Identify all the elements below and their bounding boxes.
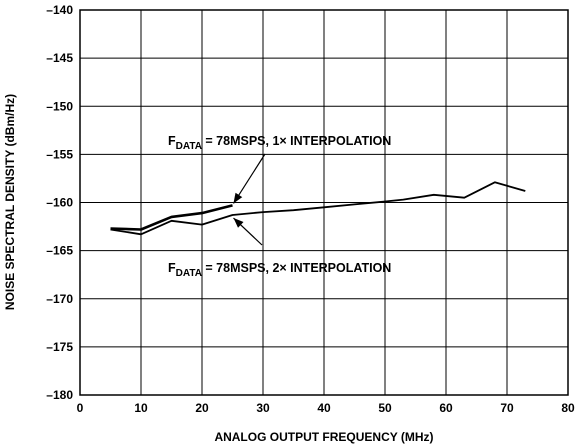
x-tick-label: 70 [500,401,514,415]
y-tick-label: –170 [46,292,73,306]
x-tick-label: 50 [378,401,392,415]
grid [80,10,568,395]
annotation-2x-main: F [168,261,176,275]
annotation-1x-sub: DATA [176,141,202,152]
y-tick-label: –155 [46,147,73,161]
y-tick-label: –150 [46,99,73,113]
y-tick-label: –180 [46,388,73,402]
annotation-1x-rest: = 78MSPS, 1× INTERPOLATION [202,134,391,148]
y-tick-labels: –140 –145 –150 –155 –160 –165 –170 –175 –180 [46,3,73,402]
y-tick-label: –175 [46,340,73,354]
x-tick-label: 60 [439,401,453,415]
annotation-1x: FDATA = 78MSPS, 1× INTERPOLATION [168,134,391,152]
y-tick-label: –140 [46,3,73,17]
annotation-2x: FDATA = 78MSPS, 2× INTERPOLATION [168,261,391,279]
annotation-1x-main: F [168,134,176,148]
x-tick-label: 30 [256,401,270,415]
x-axis-label: ANALOG OUTPUT FREQUENCY (MHz) [214,430,433,444]
arrow-2x-head [233,218,244,228]
plot-frame [79,9,569,396]
y-tick-label: –145 [46,51,73,65]
x-tick-labels: 0 10 20 30 40 50 60 70 80 [77,401,575,415]
series-group [110,181,526,236]
y-axis-label: NOISE SPECTRAL DENSITY (dBm/Hz) [3,94,17,310]
arrow-1x-head [233,192,243,204]
annotation-2x-sub: DATA [176,268,202,279]
x-tick-label: 0 [77,401,84,415]
x-tick-label: 20 [195,401,209,415]
x-tick-label: 10 [134,401,148,415]
x-tick-label: 40 [317,401,331,415]
x-tick-label: 80 [561,401,575,415]
series-2x-interpolation-line [110,181,526,236]
y-tick-label: –160 [46,196,73,210]
annotation-2x-rest: = 78MSPS, 2× INTERPOLATION [202,261,391,275]
annotation-arrows [232,153,266,246]
y-tick-label: –165 [46,244,73,258]
series-1x-interpolation-line [110,204,233,231]
